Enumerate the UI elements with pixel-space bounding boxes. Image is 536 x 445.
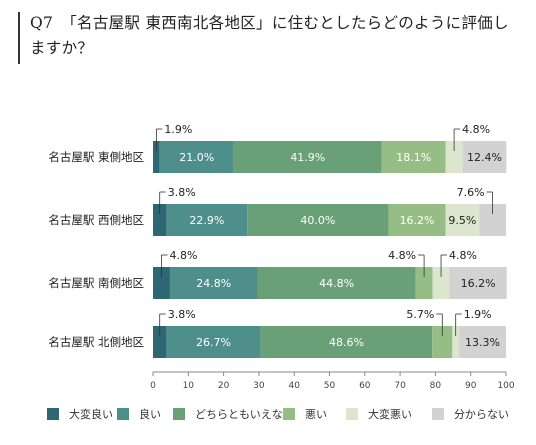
legend-swatch-5	[432, 408, 444, 420]
bar-1-4	[445, 204, 480, 236]
legend-label-0: 大変良い	[69, 408, 113, 421]
bar-0-1	[159, 141, 234, 173]
bar-2-0	[153, 267, 170, 299]
bar-3-2	[260, 326, 433, 358]
category-label-3: 名古屋駅 北側地区	[48, 335, 144, 349]
data-label-3-1: 26.7%	[196, 336, 231, 349]
x-tick-label-9: 90	[465, 381, 477, 391]
data-label-1-3: 16.2%	[400, 214, 435, 227]
data-label-0-3: 18.1%	[396, 151, 431, 164]
bar-1-1	[166, 204, 248, 236]
legend-swatch-4	[346, 408, 358, 420]
x-tick-label-10: 100	[497, 381, 514, 391]
category-label-1: 名古屋駅 西側地区	[48, 213, 144, 227]
bar-0-4	[445, 141, 463, 173]
legend-label-1: 良い	[139, 408, 161, 421]
bar-1-0	[153, 204, 167, 236]
data-label-1-2: 40.0%	[300, 214, 335, 227]
bar-2-1	[169, 267, 258, 299]
legend-item-3: 悪い	[283, 404, 327, 424]
data-label-3-4: 1.9%	[464, 308, 492, 321]
data-label-0-4: 4.8%	[462, 123, 490, 136]
legend-label-3: 悪い	[305, 408, 327, 421]
legend-item-1: 良い	[117, 404, 161, 424]
bar-0-3	[381, 141, 446, 173]
data-label-0-1: 21.0%	[179, 151, 214, 164]
bar-3-5	[459, 326, 506, 358]
x-tick-label-2: 20	[218, 381, 230, 391]
x-tick-label-7: 70	[394, 381, 406, 391]
data-label-1-5: 7.6%	[457, 186, 485, 199]
legend-item-5: 分からない	[432, 404, 509, 424]
data-label-2-0: 4.8%	[169, 249, 197, 262]
data-label-2-3: 4.8%	[388, 249, 416, 262]
x-tick-label-1: 10	[183, 381, 195, 391]
data-label-3-2: 48.6%	[329, 336, 364, 349]
data-label-1-4: 9.5%	[448, 214, 476, 227]
bar-3-0	[153, 326, 167, 358]
bar-3-4	[452, 326, 460, 358]
legend-label-4: 大変悪い	[368, 408, 412, 421]
legend-swatch-3	[283, 408, 295, 420]
legend-swatch-2	[173, 408, 185, 420]
data-label-1-1: 22.9%	[189, 214, 224, 227]
legend-item-0: 大変良い	[47, 404, 113, 424]
data-label-0-2: 41.9%	[290, 151, 325, 164]
data-label-0-5: 12.4%	[467, 151, 502, 164]
chart-title: Q7 「名古屋駅 東西南北各地区」に住むとしたらどのように評価しますか？	[30, 14, 509, 57]
bar-1-3	[388, 204, 446, 236]
legend-swatch-1	[117, 408, 129, 420]
legend-label-5: 分からない	[454, 408, 509, 421]
bar-0-5	[462, 141, 507, 173]
data-label-2-4: 4.8%	[449, 249, 477, 262]
bar-1-2	[247, 204, 389, 236]
bar-3-3	[432, 326, 453, 358]
category-label-2: 名古屋駅 南側地区	[48, 276, 144, 290]
bar-2-5	[449, 267, 507, 299]
data-label-2-2: 44.8%	[319, 277, 354, 290]
title-accent-bar	[18, 12, 20, 64]
bar-3-1	[166, 326, 261, 358]
data-label-3-3: 5.7%	[406, 308, 434, 321]
legend-item-2: どちらともいえない	[173, 404, 294, 424]
legend-item-4: 大変悪い	[346, 404, 412, 424]
x-tick-label-3: 30	[253, 381, 265, 391]
bar-2-3	[415, 267, 433, 299]
bar-2-2	[257, 267, 416, 299]
data-label-2-1: 24.8%	[196, 277, 231, 290]
bar-0-0	[153, 141, 160, 173]
bar-2-4	[432, 267, 450, 299]
legend-swatch-0	[47, 408, 59, 420]
x-tick-label-6: 60	[359, 381, 371, 391]
data-label-3-5: 13.3%	[465, 336, 500, 349]
data-label-0-0: 1.9%	[164, 123, 192, 136]
data-label-2-5: 16.2%	[461, 277, 496, 290]
bar-0-2	[233, 141, 382, 173]
data-label-1-0: 3.8%	[168, 186, 196, 199]
chart-legend: 大変良い 良い どちらともいえない 悪い 大変悪い 分からない	[0, 404, 536, 424]
x-tick-label-8: 80	[430, 381, 442, 391]
legend-label-2: どちらともいえない	[195, 408, 294, 421]
x-tick-label-5: 50	[324, 381, 336, 391]
x-tick-label-0: 0	[150, 381, 156, 391]
x-tick-label-4: 40	[288, 381, 300, 391]
category-label-0: 名古屋駅 東側地区	[48, 150, 144, 164]
data-label-3-0: 3.8%	[168, 308, 196, 321]
